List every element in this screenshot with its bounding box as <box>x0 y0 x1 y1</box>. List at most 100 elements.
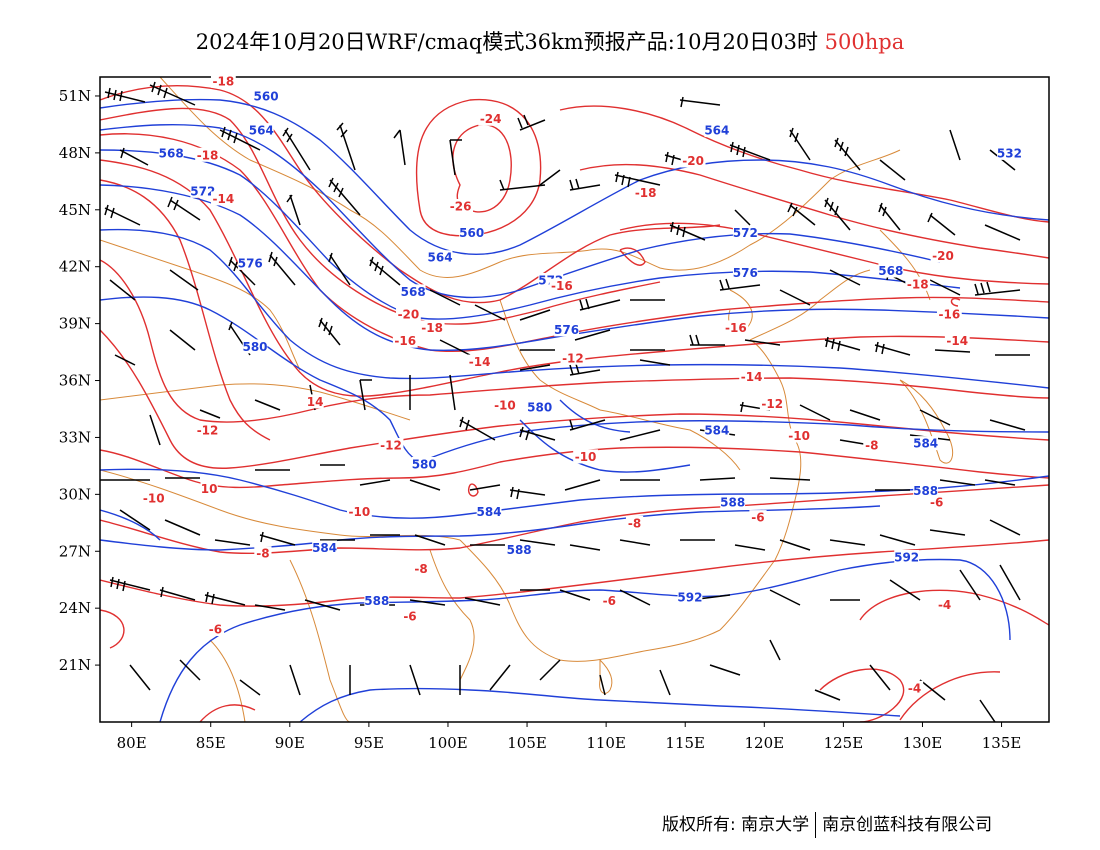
temperature-contour-label-bg <box>210 191 236 206</box>
temperature-contour-label: -8 <box>414 562 427 576</box>
temperature-contour-label-bg <box>200 481 218 496</box>
y-tick-label: 21N <box>59 656 91 674</box>
temperature-contour-label-bg <box>492 398 518 413</box>
height-contour-label-bg <box>459 225 485 240</box>
x-tick-label: 125E <box>824 734 864 752</box>
temperature-contour-label-bg <box>396 307 421 322</box>
temperature-contour-label: -6 <box>751 511 764 525</box>
x-tick-label: 95E <box>354 734 384 752</box>
temperature-contour-label-bg <box>412 561 430 576</box>
height-contour-label-bg <box>878 263 904 278</box>
y-tick-label: 33N <box>59 428 91 446</box>
x-tick-label: 120E <box>745 734 785 752</box>
height-contour-label: 560 <box>459 226 484 240</box>
temperature-contour-label: -12 <box>761 397 783 411</box>
temperature-contour-label-bg <box>195 422 220 437</box>
temperature-contour-label: -10 <box>349 505 371 519</box>
height-contour-label: 580 <box>527 401 552 415</box>
temperature-contour-label-bg <box>254 546 272 561</box>
temperature-contour-label-bg <box>560 350 586 365</box>
temperature-contour-label: -16 <box>725 321 747 335</box>
temperature-contour-label: -10 <box>788 429 810 443</box>
map-frame <box>99 76 1050 723</box>
temperature-contour-label: -8 <box>256 547 269 561</box>
height-contour-label: 584 <box>477 505 502 519</box>
temperature-contour-label: -12 <box>380 439 402 453</box>
temperature-contour-label: -20 <box>682 154 704 168</box>
y-tick-label: 42N <box>59 258 91 276</box>
x-tick-label: 85E <box>196 734 226 752</box>
height-contour-label: 564 <box>249 124 274 138</box>
height-contour-label-bg <box>894 549 920 564</box>
temperature-contour-label-bg <box>378 438 404 453</box>
temperature-contour-label: -18 <box>213 74 235 88</box>
contour-labels: 5605645685725765805645325605645685725725… <box>141 73 1022 695</box>
title-pressure-level: 500hpa <box>824 30 905 54</box>
height-contour-label: 568 <box>401 285 426 299</box>
y-tick-label: 48N <box>59 144 91 162</box>
temperature-contour-label-bg <box>573 449 598 464</box>
temperature-contour-label: -10 <box>494 399 516 413</box>
height-contour-label-bg <box>411 457 437 471</box>
x-tick-label: 80E <box>117 734 147 752</box>
height-contour-label-bg <box>237 255 263 270</box>
height-contour-label-bg <box>364 593 390 608</box>
x-tick-label: 90E <box>275 734 305 752</box>
temperature-contour-label: -14 <box>946 334 968 348</box>
y-tick-label: 39N <box>59 315 91 333</box>
height-contour-label-bg <box>253 88 279 103</box>
temperature-contour-label: -18 <box>635 186 657 200</box>
copyright-owner: 版权所有: 南京大学 <box>662 815 810 835</box>
temperature-contour-label-bg <box>936 597 954 612</box>
temperature-contour-label: -18 <box>907 277 929 291</box>
x-tick-label: 105E <box>507 734 547 752</box>
temperature-contour-label-bg <box>210 73 236 88</box>
y-tick-label: 45N <box>59 201 91 219</box>
height-contour-label-bg <box>312 540 337 555</box>
height-contour-label: 588 <box>720 495 745 509</box>
y-tick-label: 27N <box>59 542 91 560</box>
height-contour-label: 564 <box>704 124 729 138</box>
height-contour-label: 576 <box>238 256 263 270</box>
temperature-contour-label: -16 <box>939 308 961 322</box>
temperature-contour-label-bg <box>905 276 931 291</box>
temperature-contour-label: -20 <box>932 249 954 263</box>
wind-barbs <box>100 81 1030 722</box>
height-contour-label-bg <box>997 145 1022 160</box>
temperature-contour-label-bg <box>448 199 474 213</box>
temperature-contour-label-bg <box>195 147 220 162</box>
temperature-contour-label-bg <box>401 608 419 623</box>
height-contour-label: 568 <box>159 146 184 160</box>
height-contour-label: 592 <box>677 590 702 604</box>
temperature-contour-label-bg <box>478 111 504 126</box>
temperature-contour-label-bg <box>723 320 749 335</box>
y-tick-label: 51N <box>59 87 91 105</box>
temperature-contour-label-bg <box>633 185 659 200</box>
map-title: 2024年10月20日WRF/cmaq模式36km预报产品:10月20日03时 … <box>0 26 1100 56</box>
x-tick-label: 135E <box>982 734 1022 752</box>
temperature-contour-label-bg <box>141 491 167 506</box>
temperature-contour-label-bg <box>739 369 765 384</box>
temperature-contour-label: -18 <box>421 321 443 335</box>
x-tick-label: 110E <box>586 734 626 752</box>
temperature-contour-label: -12 <box>562 351 584 365</box>
temperature-contour-label-bg <box>626 515 644 530</box>
axis-ticks: 80E 85E 90E 95E 100E 105E 110E 115E 120E 125E 130E… <box>59 87 1022 752</box>
temperature-contour-label: -6 <box>209 623 222 637</box>
height-contour-label: 584 <box>312 541 337 555</box>
height-contour-label: 584 <box>913 437 938 451</box>
temperature-contour-label-bg <box>786 428 812 443</box>
temperature-contour-label-bg <box>600 593 618 608</box>
temperature-contour-label-bg <box>930 248 956 263</box>
temperature-contour-label: -8 <box>865 439 878 453</box>
height-contour-label: 588 <box>913 484 938 498</box>
temperature-contour-label-bg <box>346 504 372 519</box>
height-contour-label: 532 <box>997 146 1022 160</box>
height-contour-label-bg <box>506 542 532 557</box>
height-contour-label: 588 <box>507 543 532 557</box>
temperature-contour-label: -4 <box>908 681 921 695</box>
copyright-company: 南京创蓝科技有限公司 <box>822 815 993 835</box>
height-contour-label-bg <box>190 183 216 198</box>
temperature-contour-label-bg <box>749 510 767 525</box>
